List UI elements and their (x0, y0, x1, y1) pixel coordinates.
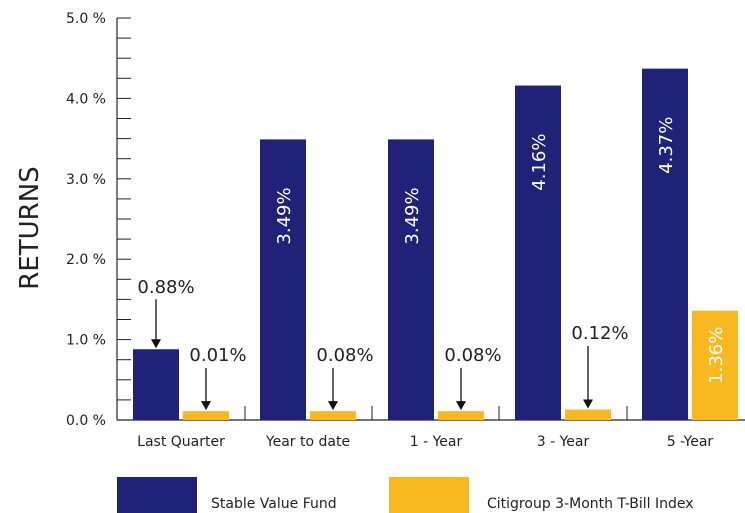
bar-stable-value-fund (642, 68, 688, 420)
legend: Stable Value Fund Citigroup 3-Month T-Bil… (117, 477, 694, 513)
legend-swatch-tbill-index (389, 477, 469, 513)
callout-arrow-head (201, 401, 211, 411)
category-label: 5 -Year (667, 434, 714, 450)
callout-arrow-head (328, 401, 338, 411)
bar-stable-value-fund (515, 85, 561, 420)
axes: 0.0 % 1.0 % 2.0 % 3.0 % 4.0 % 5.0 % RETURNS Las… (15, 11, 745, 450)
value-labels: 0.88% 0.01% 3.49% 0.08% 3.49% 0.08% 4.16% 0.12%… (137, 117, 727, 411)
bar-tbill-index (183, 411, 229, 420)
data-label: 4.37% (656, 117, 677, 174)
y-tick-label: 4.0 % (66, 91, 106, 107)
callout-arrow-head (583, 399, 593, 409)
bar-stable-value-fund (388, 139, 434, 421)
data-label: 0.08% (316, 345, 373, 366)
bar-tbill-index (565, 409, 611, 420)
data-label: 0.01% (189, 345, 246, 366)
category-label: 3 - Year (537, 434, 590, 450)
y-tick-label: 5.0 % (66, 11, 106, 27)
y-axis-title: RETURNS (15, 166, 45, 289)
category-label: 1 - Year (410, 434, 463, 450)
data-label: 1.36% (706, 327, 727, 384)
bar-tbill-index (438, 411, 484, 420)
data-label: 0.88% (137, 277, 194, 298)
data-label: 3.49% (274, 187, 295, 244)
category-label: Year to date (265, 434, 350, 450)
legend-swatch-stable-value-fund (117, 477, 197, 513)
y-tick-label: 2.0 % (66, 252, 106, 268)
data-label: 0.08% (444, 345, 501, 366)
data-label: 0.12% (571, 323, 628, 344)
bar-stable-value-fund (260, 139, 306, 421)
data-label: 4.16% (529, 134, 550, 191)
bars (133, 68, 738, 421)
y-tick-label: 1.0 % (66, 333, 106, 349)
y-tick-label: 0.0 % (66, 413, 106, 429)
category-label: Last Quarter (137, 434, 225, 450)
bar-tbill-index (692, 310, 738, 420)
bar-stable-value-fund (133, 349, 179, 420)
y-tick-label: 3.0 % (66, 172, 106, 188)
bar-tbill-index (310, 411, 356, 420)
callout-arrow-head (456, 401, 466, 411)
legend-label-tbill-index: Citigroup 3-Month T-Bill Index (487, 496, 694, 512)
data-label: 3.49% (402, 187, 423, 244)
callout-arrow-head (151, 339, 161, 349)
legend-label-stable-value-fund: Stable Value Fund (211, 496, 337, 512)
